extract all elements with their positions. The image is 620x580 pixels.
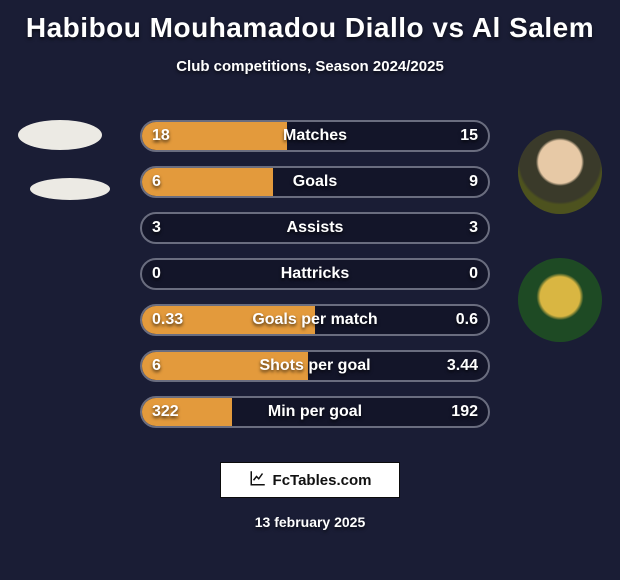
stat-label: Hattricks (142, 260, 488, 288)
source-badge-label: FcTables.com (273, 472, 372, 489)
stat-label: Goals per match (142, 306, 488, 334)
stat-label: Shots per goal (142, 352, 488, 380)
stat-row: 00Hattricks (140, 258, 490, 290)
stat-row: 33Assists (140, 212, 490, 244)
stat-row: 1815Matches (140, 120, 490, 152)
stat-row: 322192Min per goal (140, 396, 490, 428)
team-right-badge (518, 258, 602, 342)
stat-row: 63.44Shots per goal (140, 350, 490, 382)
stat-label: Min per goal (142, 398, 488, 426)
page-title: Habibou Mouhamadou Diallo vs Al Salem (0, 0, 620, 44)
stat-label: Goals (142, 168, 488, 196)
source-badge[interactable]: FcTables.com (220, 462, 400, 498)
team-left-badge (30, 178, 110, 200)
stat-row: 69Goals (140, 166, 490, 198)
stat-row: 0.330.6Goals per match (140, 304, 490, 336)
stat-label: Matches (142, 122, 488, 150)
stat-label: Assists (142, 214, 488, 242)
subtitle: Club competitions, Season 2024/2025 (0, 58, 620, 75)
player-right-avatar (518, 130, 602, 214)
player-left-avatar (18, 120, 102, 150)
comparison-bars: 1815Matches 69Goals 33Assists 00Hattricks 0.… (140, 120, 490, 442)
date-label: 13 february 2025 (0, 514, 620, 530)
chart-icon (249, 469, 267, 491)
